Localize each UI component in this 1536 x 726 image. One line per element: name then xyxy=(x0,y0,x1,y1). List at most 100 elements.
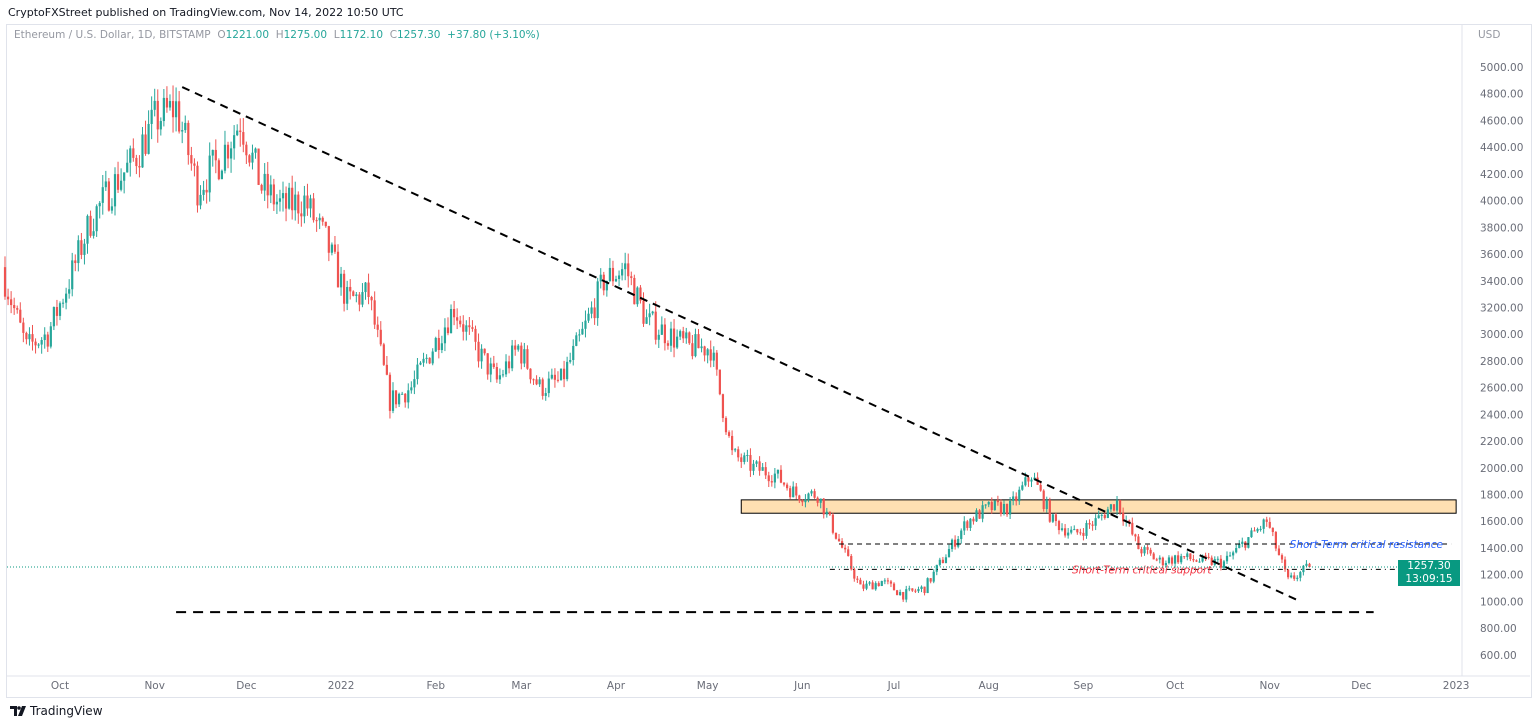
candle-body xyxy=(1250,530,1253,538)
candle-body xyxy=(245,144,248,156)
candle-body xyxy=(703,346,706,356)
candle-body xyxy=(764,467,767,476)
candle-body xyxy=(123,172,126,181)
candle-body xyxy=(602,274,605,291)
candle-body xyxy=(617,275,621,280)
candle-body xyxy=(593,307,596,319)
candle-body xyxy=(242,132,245,145)
candle-body xyxy=(391,390,395,411)
candle-body xyxy=(1305,563,1308,566)
candle-body xyxy=(1122,512,1125,522)
candle-body xyxy=(229,148,233,159)
candle-body xyxy=(327,226,330,253)
price-tick-label: 2200.00 xyxy=(1480,436,1523,448)
candle-body xyxy=(465,325,468,332)
candle-body xyxy=(556,379,560,381)
candle-body xyxy=(1290,575,1293,578)
candle-body xyxy=(1030,479,1033,482)
candle-body xyxy=(651,311,654,314)
candle-body xyxy=(462,324,465,332)
candle-body xyxy=(547,378,550,394)
candle-body xyxy=(260,184,263,191)
candle-body xyxy=(1167,557,1171,564)
candle-body xyxy=(633,277,636,305)
candle-body xyxy=(1042,490,1045,510)
candle-body xyxy=(294,194,297,211)
candle-body xyxy=(789,488,792,498)
candle-body xyxy=(691,343,694,357)
candle-body xyxy=(456,317,459,321)
candle-body xyxy=(343,273,346,304)
candle-body xyxy=(407,390,410,403)
candle-body xyxy=(993,500,996,511)
price-tick-label: 3000.00 xyxy=(1480,329,1523,341)
price-tick-label: 3400.00 xyxy=(1480,276,1523,288)
price-tick-label: 600.00 xyxy=(1480,650,1517,662)
candle-body xyxy=(34,341,37,346)
candle-body xyxy=(303,195,306,217)
candle-body xyxy=(963,521,966,531)
candle-body xyxy=(31,334,34,342)
candle-body xyxy=(950,539,954,550)
candle-body xyxy=(1164,563,1168,566)
candle-body xyxy=(923,586,926,594)
candle-body xyxy=(853,569,856,579)
time-tick-label: Aug xyxy=(978,680,999,692)
candle-body xyxy=(199,194,202,206)
time-tick-label: Nov xyxy=(1260,680,1281,692)
candle-body xyxy=(1131,522,1134,535)
time-tick-label: Jun xyxy=(793,680,810,692)
candle-body xyxy=(205,189,208,193)
candle-body xyxy=(660,324,663,335)
candle-body xyxy=(721,394,725,419)
candle-body xyxy=(624,263,627,270)
candle-body xyxy=(1051,514,1054,522)
candle-body xyxy=(596,281,599,319)
candle-body xyxy=(217,160,220,180)
candle-body xyxy=(71,260,74,290)
candle-body xyxy=(190,155,193,164)
candle-body xyxy=(257,148,260,185)
candle-body xyxy=(581,328,584,335)
candle-body xyxy=(373,300,376,325)
candle-body xyxy=(920,586,923,590)
candle-body xyxy=(1235,548,1238,553)
candle-body xyxy=(1079,532,1082,534)
candle-body xyxy=(1137,536,1140,550)
candle-body xyxy=(52,307,55,327)
candle-body xyxy=(1106,509,1109,518)
price-tick-label: 5000.00 xyxy=(1480,62,1523,74)
candle-body xyxy=(1085,522,1088,536)
candle-body xyxy=(865,583,868,589)
candle-body xyxy=(666,343,670,346)
candle-body xyxy=(825,511,828,515)
candle-body xyxy=(291,187,294,211)
candle-body xyxy=(663,324,666,344)
candle-body xyxy=(1161,557,1164,566)
candle-body xyxy=(171,101,175,118)
price-tick-label: 1200.00 xyxy=(1480,570,1523,582)
candle-body xyxy=(541,379,544,396)
candle-body xyxy=(361,292,364,305)
candle-body xyxy=(193,163,196,166)
candle-body xyxy=(1033,477,1036,480)
tradingview-logo[interactable]: TradingView xyxy=(10,704,103,718)
candle-body xyxy=(65,293,68,303)
candle-body xyxy=(529,368,532,380)
candle-body xyxy=(743,455,746,462)
candle-body xyxy=(1195,560,1198,562)
candle-body xyxy=(715,352,718,370)
low-value: 1172.10 xyxy=(339,29,383,41)
candle-body xyxy=(141,134,144,168)
candle-body xyxy=(1002,503,1006,515)
candle-body xyxy=(718,369,721,395)
candle-body xyxy=(144,134,147,154)
candle-body xyxy=(1115,500,1119,511)
candle-body xyxy=(682,331,685,339)
candle-body xyxy=(367,282,370,297)
candle-body xyxy=(856,578,859,580)
candle-body xyxy=(288,187,291,209)
candle-body xyxy=(318,217,321,221)
candle-body xyxy=(1222,561,1226,568)
